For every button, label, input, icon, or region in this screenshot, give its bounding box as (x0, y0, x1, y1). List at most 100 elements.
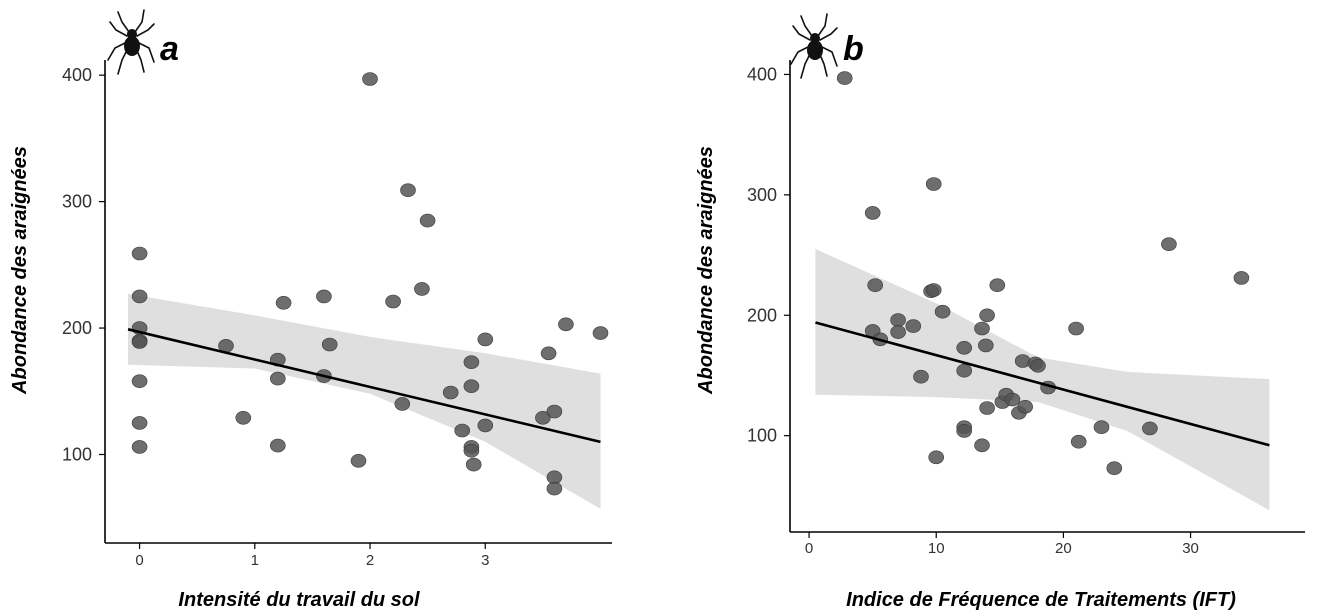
panel-label-a: a (160, 30, 179, 68)
data-point (974, 438, 990, 453)
data-point (442, 385, 459, 400)
data-point (979, 401, 995, 415)
data-point (836, 71, 853, 85)
panel-b-axes-layer: 0 10 20 30 100 200 300 400 (747, 60, 1305, 557)
data-point (592, 326, 609, 340)
x-tick-label: 1 (251, 552, 259, 569)
regression-line (815, 321, 1270, 447)
panel-a: 0 1 2 3 100 200 300 400 a Intensité du travail … (9, 9, 612, 611)
data-point (1161, 237, 1177, 251)
data-point (131, 440, 148, 454)
y-axis-title-a: Abondance des araignées (9, 146, 31, 395)
confidence-band (815, 249, 1270, 511)
x-tick-label: 3 (481, 552, 489, 569)
data-point (956, 363, 973, 378)
spider-icon (107, 9, 155, 75)
data-point (463, 379, 480, 394)
y-tick-label: 300 (747, 185, 777, 205)
data-point (1017, 399, 1033, 414)
regression-line (127, 328, 601, 444)
data-point (974, 321, 990, 336)
data-point (558, 317, 574, 332)
data-point (977, 338, 994, 353)
data-point (546, 481, 563, 496)
data-point (928, 450, 945, 465)
data-point (269, 438, 286, 453)
data-point (463, 443, 480, 458)
panel-b-points-layer (836, 71, 1250, 476)
data-point (934, 304, 951, 319)
data-point (1142, 421, 1158, 436)
data-point (546, 404, 563, 419)
data-point (956, 340, 973, 355)
data-point (454, 423, 471, 438)
x-tick-label: 30 (1182, 540, 1199, 557)
data-point (1030, 358, 1046, 373)
y-tick-label: 400 (747, 64, 777, 84)
data-point (890, 313, 906, 327)
data-point (463, 355, 480, 370)
data-point (905, 319, 922, 333)
data-point (1014, 354, 1031, 368)
x-tick-label: 20 (1055, 540, 1072, 557)
confidence-band (128, 293, 601, 509)
panel-a-confidence-band-layer (128, 293, 601, 509)
data-point (925, 283, 942, 297)
data-point (477, 332, 494, 347)
y-tick-label: 400 (62, 65, 92, 85)
x-axis-title-a: Intensité du travail du sol (178, 589, 420, 611)
data-point (414, 282, 430, 296)
data-point (477, 418, 494, 433)
data-point (131, 416, 148, 430)
y-tick-label: 200 (747, 305, 777, 325)
x-tick-label: 10 (928, 540, 945, 557)
data-point (362, 72, 378, 86)
data-point (131, 289, 148, 304)
data-point (400, 183, 416, 197)
data-point (465, 457, 482, 472)
data-point (979, 308, 995, 323)
data-point (1106, 461, 1123, 476)
y-tick-label: 300 (62, 192, 92, 212)
panel-label-b: b (843, 30, 864, 68)
data-point (989, 278, 1006, 293)
x-tick-label: 2 (366, 552, 374, 569)
data-point (535, 410, 551, 425)
data-point (131, 246, 148, 261)
panel-b: 0 10 20 30 100 200 300 400 b Indice de Fréquenc… (695, 13, 1305, 611)
y-tick-label: 100 (62, 444, 92, 464)
x-tick-label: 0 (805, 540, 813, 557)
data-point (131, 374, 148, 389)
spider-icon (790, 13, 838, 79)
data-point (1233, 271, 1250, 285)
data-point (925, 177, 942, 191)
data-point (321, 337, 338, 352)
data-point (913, 369, 929, 384)
data-point (394, 397, 411, 411)
data-point (385, 294, 401, 309)
data-point (131, 335, 148, 349)
panel-b-confidence-band-layer (815, 249, 1270, 511)
data-point (864, 206, 881, 220)
data-point (419, 213, 436, 228)
data-point (1093, 420, 1110, 435)
panel-a-fit-layer (127, 328, 601, 444)
panel-a-points-layer (131, 72, 609, 496)
data-point (956, 424, 973, 438)
data-point (275, 295, 292, 310)
x-axis-title-b: Indice de Fréquence de Traitements (IFT) (846, 589, 1236, 611)
data-point (350, 453, 367, 468)
x-tick-label: 0 (135, 552, 143, 569)
y-axis-title-b: Abondance des araignées (695, 146, 717, 395)
data-point (867, 278, 884, 293)
y-tick-label: 200 (62, 318, 92, 338)
panel-b-fit-layer (815, 321, 1270, 447)
data-point (540, 346, 557, 361)
panel-a-axes-layer: 0 1 2 3 100 200 300 400 (62, 60, 612, 569)
data-point (1068, 321, 1084, 336)
data-point (890, 325, 906, 339)
data-point (1004, 392, 1021, 407)
data-point (269, 371, 286, 386)
data-point (1070, 434, 1087, 449)
